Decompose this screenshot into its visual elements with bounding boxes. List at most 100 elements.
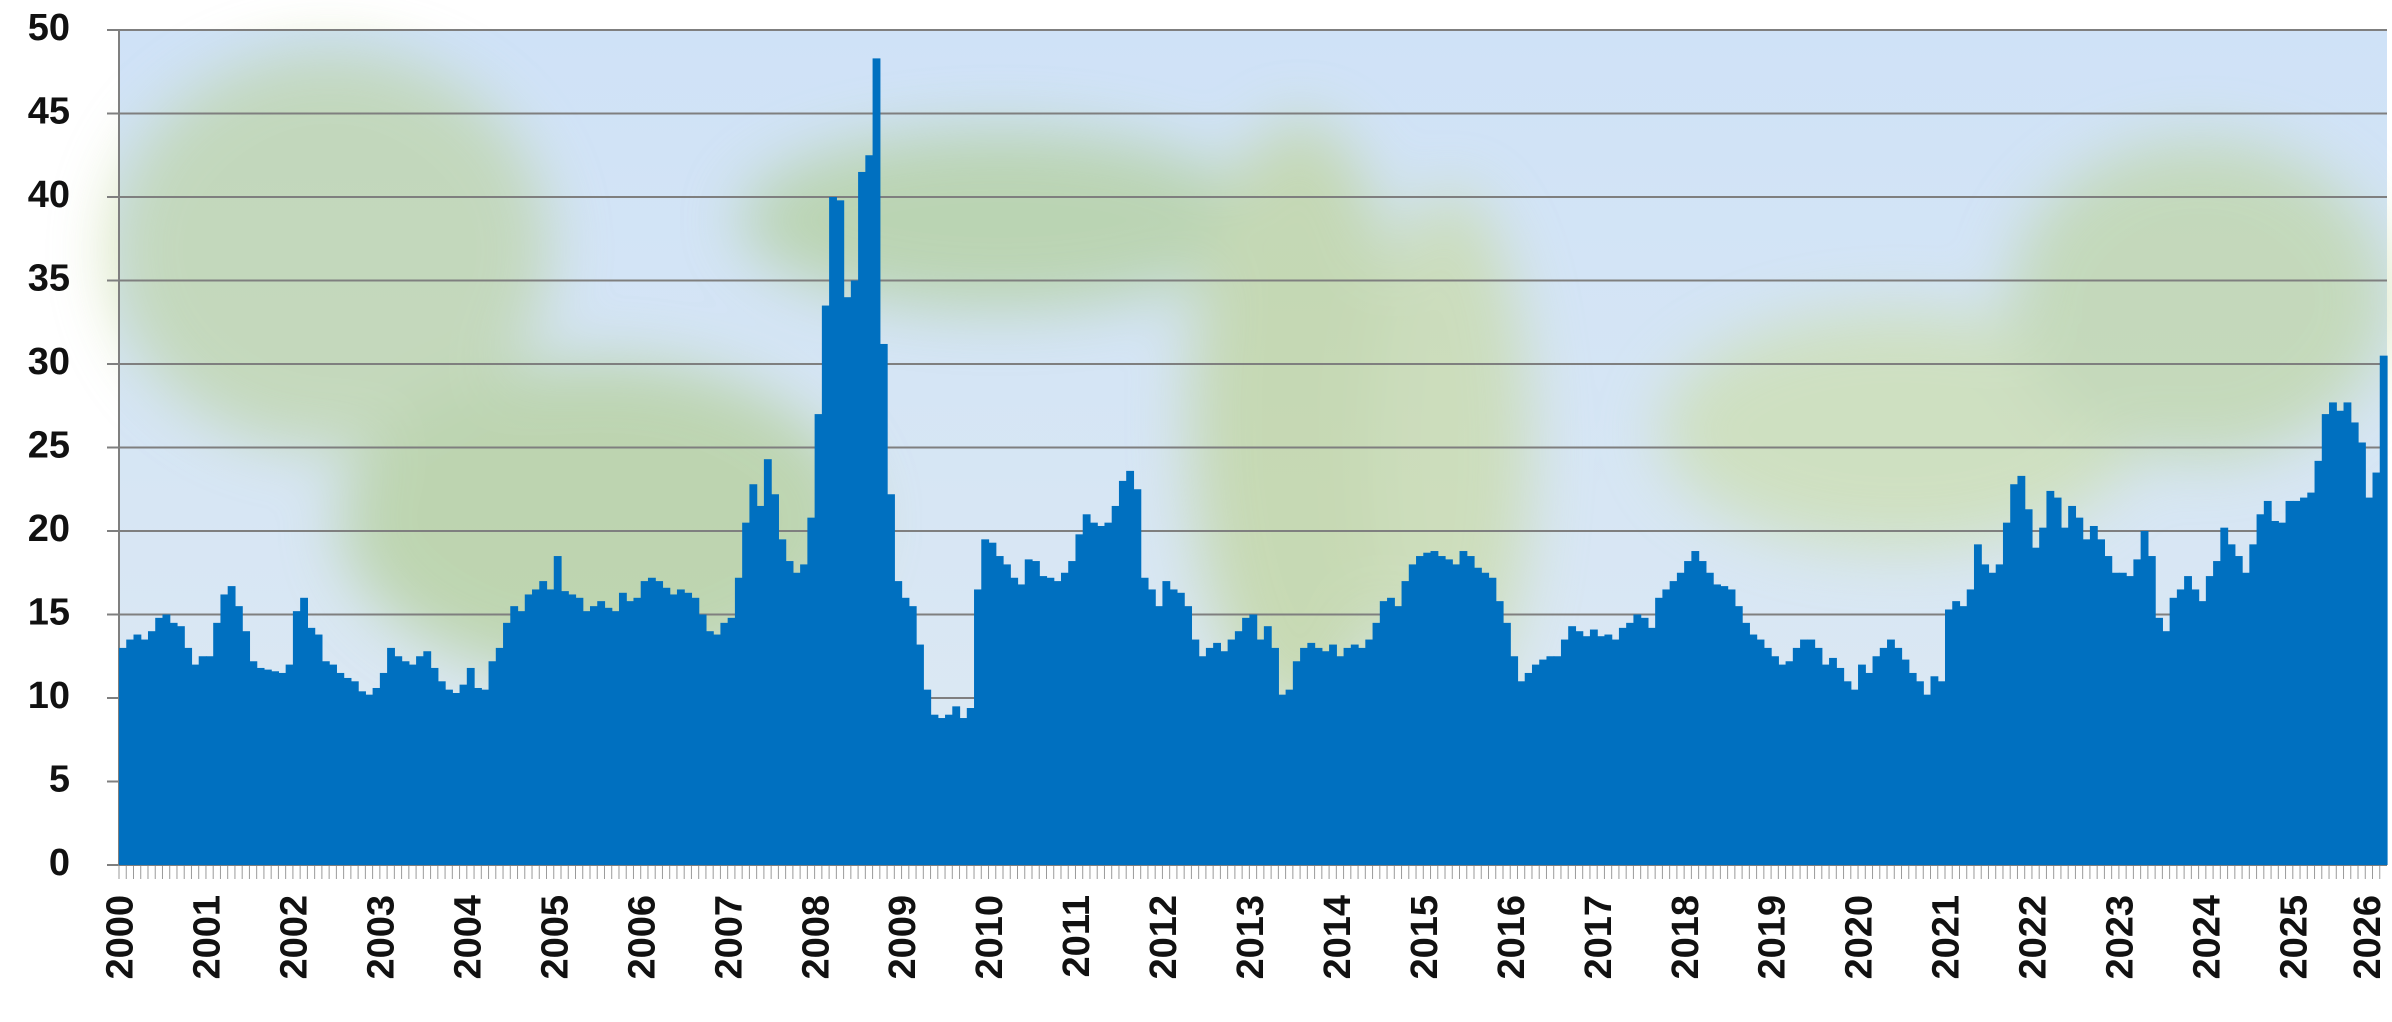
bar [1590, 630, 1598, 865]
bar [2206, 576, 2214, 865]
bar [119, 648, 127, 865]
bar [286, 665, 294, 865]
bar [1931, 676, 1939, 865]
bar [706, 631, 714, 865]
bar [2300, 498, 2308, 865]
bar [1887, 640, 1895, 865]
bar [2104, 556, 2112, 865]
bar [2133, 559, 2141, 865]
bar [1286, 690, 1294, 865]
bar [329, 665, 337, 865]
bar [1561, 640, 1569, 865]
bar [2293, 501, 2301, 865]
bar [2141, 531, 2149, 865]
bar [909, 606, 917, 865]
bar [2090, 526, 2098, 865]
bar [1133, 489, 1141, 865]
bar [793, 573, 801, 865]
bar [1604, 635, 1612, 865]
bar [1373, 623, 1381, 865]
bar [191, 665, 199, 865]
bar [1641, 618, 1649, 865]
bar [1662, 589, 1670, 865]
bar [1807, 640, 1815, 865]
bar [844, 297, 852, 865]
bar [1235, 631, 1243, 865]
bar [264, 670, 272, 865]
bar [2278, 523, 2286, 865]
bar [561, 591, 569, 865]
x-tick-label: 2008 [795, 895, 837, 980]
x-tick-label: 2007 [708, 895, 750, 980]
bar [2322, 414, 2330, 865]
bar [1525, 673, 1533, 865]
bar [1467, 556, 1475, 865]
bar [757, 506, 765, 865]
bar [235, 606, 243, 865]
bar [220, 594, 228, 865]
bar [518, 611, 526, 865]
y-tick-label: 0 [49, 842, 70, 884]
bar [532, 589, 540, 865]
bar [1083, 514, 1091, 865]
bar [858, 172, 866, 865]
bar [1996, 564, 2004, 865]
bar [597, 601, 605, 865]
y-tick-label: 20 [28, 508, 70, 550]
bar [1170, 589, 1178, 865]
bar [1720, 586, 1728, 865]
bar [1923, 695, 1931, 865]
bar [974, 589, 982, 865]
bar [228, 586, 236, 865]
bar [2075, 518, 2083, 865]
bar [307, 628, 315, 865]
bar [1865, 673, 1873, 865]
bar [170, 623, 178, 865]
bar [1358, 648, 1366, 865]
bar [836, 200, 844, 865]
bar [1771, 656, 1779, 865]
bar [1409, 564, 1417, 865]
bar [2329, 402, 2337, 865]
bar [1626, 623, 1634, 865]
bar [880, 344, 888, 865]
bar [1967, 589, 1975, 865]
x-tick-label: 2019 [1752, 895, 1794, 980]
bar [1387, 598, 1395, 865]
bar [155, 618, 163, 865]
x-tick-label: 2025 [2273, 895, 2315, 980]
bar [1315, 648, 1323, 865]
bar [1307, 643, 1315, 865]
bar [177, 626, 185, 865]
bar [2228, 544, 2236, 865]
bar [1278, 695, 1286, 865]
x-tick-label: 2005 [534, 895, 576, 980]
bar [126, 640, 134, 865]
bar [1619, 628, 1627, 865]
bar [445, 690, 453, 865]
bar [2264, 501, 2272, 865]
bar [1380, 601, 1388, 865]
bar [1742, 623, 1750, 865]
bar [1981, 564, 1989, 865]
x-tick-label: 2020 [1839, 895, 1881, 980]
bar [1612, 640, 1620, 865]
bar [278, 673, 286, 865]
bar [547, 589, 555, 865]
x-tick-label: 2021 [1926, 895, 1968, 980]
bar [1025, 559, 1033, 865]
bar [1568, 626, 1576, 865]
x-tick-label: 2000 [100, 895, 142, 980]
bar [1575, 631, 1583, 865]
bar [358, 691, 366, 865]
bar [1945, 609, 1953, 865]
bar [409, 665, 417, 865]
bar [2039, 528, 2047, 865]
bar [691, 598, 699, 865]
bar [568, 594, 576, 865]
bar [1213, 643, 1221, 865]
bar [2068, 506, 2076, 865]
bar [394, 656, 402, 865]
bar [1119, 481, 1127, 865]
bar [2003, 523, 2011, 865]
